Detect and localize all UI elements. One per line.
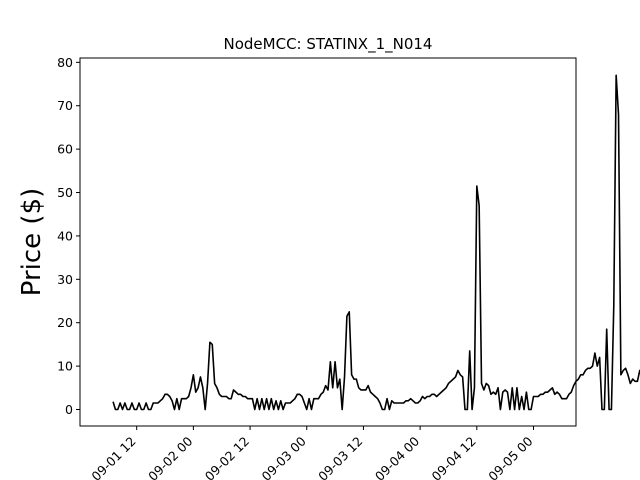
y-tick-label: 80 — [57, 55, 73, 70]
plot-frame — [79, 57, 577, 427]
series-layer — [112, 74, 640, 411]
plot-area — [79, 57, 577, 427]
y-axis-label: Price ($) — [17, 188, 47, 297]
y-tick-label: 60 — [57, 142, 73, 157]
y-axis: 0 10 20 30 40 50 60 70 80 — [57, 55, 80, 417]
chart-title: NodeMCC: STATINX_1_N014 — [224, 35, 433, 54]
y-tick-label: 40 — [57, 228, 73, 243]
y-tick-label: 20 — [57, 315, 73, 330]
price-series-line — [112, 74, 640, 411]
y-tick-label: 70 — [57, 98, 73, 113]
y-tick-label: 10 — [57, 359, 73, 374]
y-tick-label: 30 — [57, 272, 73, 287]
y-tick-label: 50 — [57, 185, 73, 200]
y-tick-label: 0 — [65, 402, 73, 417]
